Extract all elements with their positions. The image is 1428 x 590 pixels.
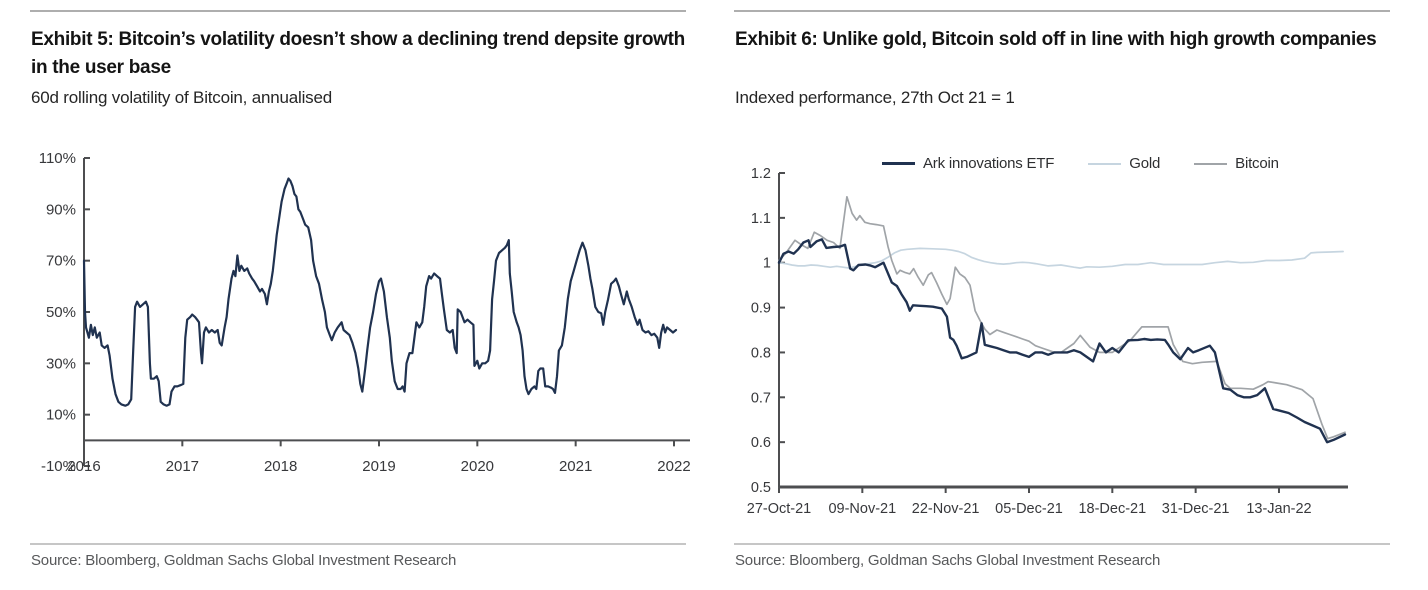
svg-text:2018: 2018 [264, 458, 297, 475]
svg-text:1: 1 [763, 256, 771, 272]
ark-line-swatch-icon [882, 162, 915, 165]
svg-text:0.9: 0.9 [751, 301, 771, 317]
svg-text:27-Oct-21: 27-Oct-21 [747, 501, 811, 517]
svg-text:2022: 2022 [657, 458, 690, 475]
exhibit5-subtitle: 60d rolling volatility of Bitcoin, annua… [31, 88, 332, 107]
svg-text:2021: 2021 [559, 458, 592, 475]
svg-text:0.8: 0.8 [751, 345, 771, 361]
svg-text:90%: 90% [46, 201, 76, 218]
svg-text:05-Dec-21: 05-Dec-21 [995, 501, 1063, 517]
svg-text:0.6: 0.6 [751, 435, 771, 451]
exhibit5-source: Source: Bloomberg, Goldman Sachs Global … [31, 552, 457, 569]
legend-label-bitcoin: Bitcoin [1235, 155, 1279, 172]
svg-text:30%: 30% [46, 355, 76, 372]
indexed-performance-chart: 1.2 1.1 1 0.9 0.8 0.7 0.6 0.5 27-Oct-21 09-Nov-21… [747, 166, 1348, 517]
bitcoin-line-swatch-icon [1194, 162, 1228, 165]
legend-item-ark: Ark innovations ETF [882, 155, 1054, 172]
svg-text:50%: 50% [46, 304, 76, 321]
chart-legend: Ark innovations ETF Gold Bitcoin [882, 155, 1279, 172]
svg-text:18-Dec-21: 18-Dec-21 [1078, 501, 1146, 517]
top-divider [734, 10, 1390, 12]
svg-text:10%: 10% [46, 407, 76, 424]
exhibit5-panel: Exhibit 5: Bitcoin’s volatility doesn’t … [30, 0, 691, 590]
svg-text:0.5: 0.5 [751, 480, 771, 496]
svg-text:2020: 2020 [461, 458, 494, 475]
svg-text:110%: 110% [39, 150, 76, 167]
svg-text:2019: 2019 [362, 458, 395, 475]
legend-item-gold: Gold [1088, 155, 1160, 172]
bottom-divider [734, 543, 1390, 545]
bottom-divider [30, 543, 686, 545]
svg-text:09-Nov-21: 09-Nov-21 [828, 501, 896, 517]
exhibit6-source: Source: Bloomberg, Goldman Sachs Global … [735, 552, 1161, 569]
svg-text:70%: 70% [46, 253, 76, 270]
top-divider [30, 10, 686, 12]
bitcoin-volatility-chart: 110% 90% 70% 50% 30% 10% -10%2016 2017 2018 2019 2… [39, 150, 691, 475]
gold-line-swatch-icon [1088, 162, 1122, 165]
exhibit5-title: Exhibit 5: Bitcoin’s volatility doesn’t … [31, 29, 685, 78]
exhibit6-title: Exhibit 6: Unlike gold, Bitcoin sold off… [735, 29, 1377, 50]
svg-text:2017: 2017 [166, 458, 199, 475]
exhibit6-panel: Exhibit 6: Unlike gold, Bitcoin sold off… [734, 0, 1391, 590]
svg-text:31-Dec-21: 31-Dec-21 [1162, 501, 1230, 517]
legend-item-bitcoin: Bitcoin [1194, 155, 1279, 172]
svg-text:1.1: 1.1 [751, 211, 771, 227]
svg-text:2016: 2016 [67, 458, 100, 475]
svg-text:1.2: 1.2 [751, 166, 771, 182]
svg-text:22-Nov-21: 22-Nov-21 [912, 501, 980, 517]
svg-text:13-Jan-22: 13-Jan-22 [1246, 501, 1311, 517]
svg-text:0.7: 0.7 [751, 390, 771, 406]
svg-text:-10%: -10% [41, 458, 76, 475]
exhibit6-subtitle: Indexed performance, 27th Oct 21 = 1 [735, 88, 1015, 107]
legend-label-ark: Ark innovations ETF [923, 155, 1055, 172]
legend-label-gold: Gold [1129, 155, 1161, 172]
